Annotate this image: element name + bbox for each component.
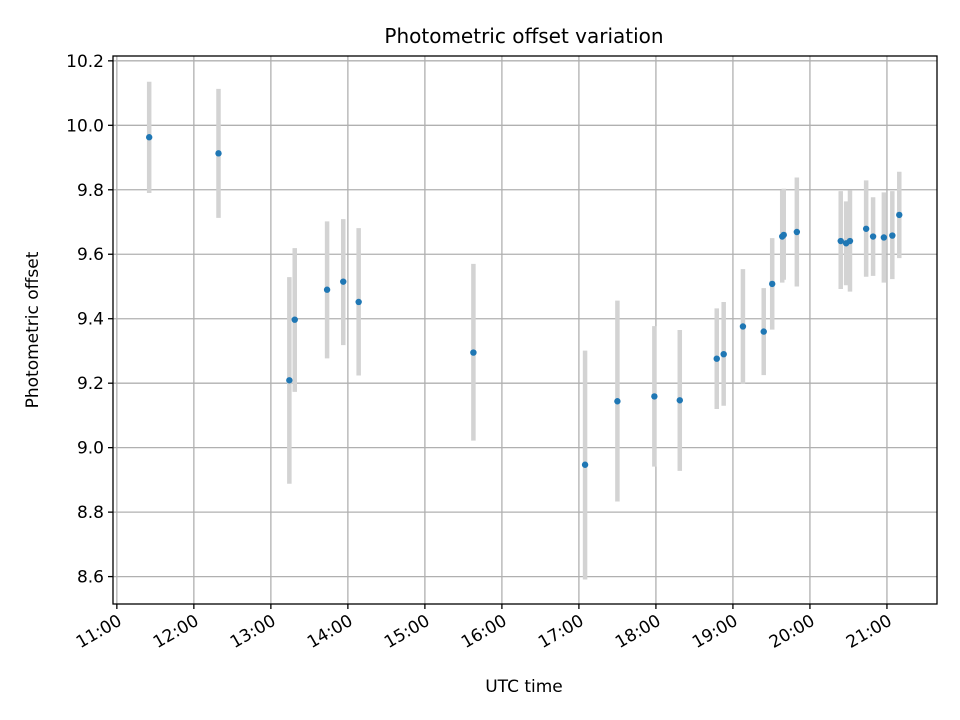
data-point xyxy=(215,150,222,157)
data-point xyxy=(145,134,153,141)
data-point xyxy=(769,280,776,288)
data-point xyxy=(720,350,727,358)
point-layer xyxy=(145,134,903,468)
data-point xyxy=(869,233,877,240)
y-tick-label: 8.8 xyxy=(77,503,104,523)
data-point xyxy=(355,298,362,306)
data-point xyxy=(286,377,293,384)
data-point xyxy=(780,231,787,239)
grid-layer xyxy=(113,56,937,604)
data-point xyxy=(862,225,870,232)
data-point xyxy=(896,211,903,219)
data-point xyxy=(889,232,896,239)
y-tick-label: 9.6 xyxy=(77,245,104,265)
data-point xyxy=(676,397,683,404)
data-point xyxy=(713,355,720,362)
data-point xyxy=(837,237,844,245)
data-point xyxy=(760,328,767,335)
data-point xyxy=(614,398,621,405)
data-point xyxy=(323,286,331,293)
y-tick-label: 8.6 xyxy=(77,568,104,588)
chart-title: Photometric offset variation xyxy=(384,24,663,48)
data-point xyxy=(846,237,854,245)
tick-layer: 11:00 12:00 13:00 14:00 15:00 16:00 17:00 18:00… xyxy=(66,52,895,653)
data-point xyxy=(739,323,747,330)
data-point xyxy=(340,278,347,285)
y-tick-label: 9.8 xyxy=(77,181,104,201)
data-point xyxy=(793,228,801,236)
data-point xyxy=(291,316,298,323)
y-tick-label: 10.2 xyxy=(66,52,104,72)
y-tick-label: 10.0 xyxy=(66,116,104,136)
y-tick-label: 9.0 xyxy=(77,439,104,459)
x-axis-title: UTC time xyxy=(485,677,563,697)
plot-frame xyxy=(112,55,938,605)
y-tick-label: 9.4 xyxy=(77,310,104,330)
data-point xyxy=(581,461,589,468)
data-point xyxy=(651,393,658,400)
data-point xyxy=(880,234,888,241)
y-axis-title: Photometric offset xyxy=(23,251,43,408)
data-point xyxy=(470,349,477,356)
y-tick-label: 9.2 xyxy=(77,374,104,394)
